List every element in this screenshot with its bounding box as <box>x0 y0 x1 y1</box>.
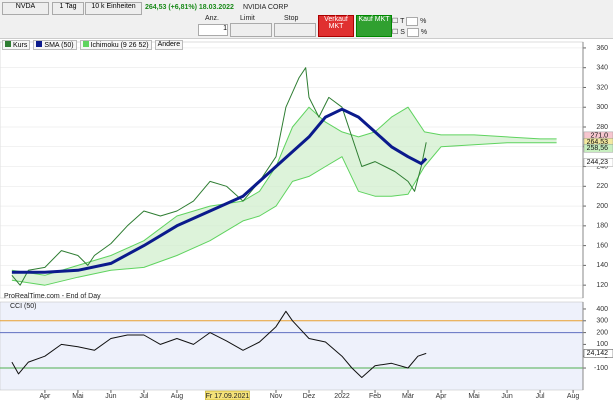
y-tick-label: 300 <box>596 104 608 111</box>
toolbar: NVDA 1 Tag 10 k Einheiten 264,53 (+6,81%… <box>0 0 613 39</box>
pct-label: % <box>420 29 428 36</box>
x-tick-label: Jun <box>105 393 116 400</box>
price-label: 271,0 <box>590 133 608 140</box>
x-tick-label: Mai <box>468 393 480 400</box>
t-option[interactable]: ☐ T % <box>392 17 427 26</box>
y-tick-label: 120 <box>596 282 608 289</box>
x-tick-label: Aug <box>171 393 184 400</box>
legend: Kurs SMA (50) Ichimoku (9 26 52) Andere <box>2 40 184 50</box>
panel-title: CCI (50) <box>10 303 36 310</box>
symbol[interactable]: NVDA <box>2 2 49 15</box>
legend-item[interactable]: Kurs <box>2 40 31 50</box>
price-label: 264,53 <box>587 139 609 146</box>
instrument-name: NVIDIA CORP <box>243 4 289 11</box>
legend-label: SMA (50) <box>44 42 74 49</box>
last-label-box <box>583 349 613 358</box>
y-tick-label: 340 <box>596 65 608 72</box>
y-tick-label: 320 <box>596 84 608 91</box>
price-label: 258,56 <box>587 145 609 152</box>
y-tick-label: 200 <box>596 203 608 210</box>
legend-swatch <box>5 41 11 47</box>
crosshair-label: Fr 17.09.2021 <box>206 393 250 400</box>
x-tick-label: Jul <box>536 393 545 400</box>
price-label-box <box>583 143 613 153</box>
y-tick-label: 400 <box>596 306 608 313</box>
y-tick-label: -100 <box>594 365 608 372</box>
ichimoku-cloud <box>11 107 557 286</box>
legend-item[interactable]: SMA (50) <box>33 40 77 50</box>
x-tick-label: Mai <box>72 393 84 400</box>
price-label: 244,23 <box>587 159 609 166</box>
legend-item[interactable]: Ichimoku (9 26 52) <box>79 40 152 50</box>
y-tick-label: 240 <box>596 163 608 170</box>
quote: 264,53 (+6,81%) 18.03.2022 <box>145 4 234 11</box>
x-tick-label: Jun <box>501 393 512 400</box>
t-label: T <box>400 18 405 25</box>
legend-label: Andere <box>157 41 181 48</box>
y-tick-label: 280 <box>596 124 608 131</box>
crosshair-box <box>205 390 250 400</box>
x-tick-label: Mär <box>402 393 415 400</box>
series-line <box>11 310 427 378</box>
y-tick-label: 100 <box>596 341 608 348</box>
series-line <box>11 107 428 274</box>
limit-label: Limit <box>240 15 255 22</box>
x-tick-label: 2022 <box>334 393 350 400</box>
footer: ProRealTime.com - End of Day <box>4 293 101 300</box>
x-tick-label: Apr <box>39 393 51 400</box>
x-tick-label: Dez <box>303 393 316 400</box>
x-tick-label: Nov <box>270 393 283 400</box>
legend-item[interactable]: Andere <box>154 40 184 50</box>
interval[interactable]: 1 Tag <box>52 2 84 15</box>
s-label: S <box>400 29 405 36</box>
y-tick-label: 200 <box>596 329 608 336</box>
price-label-box <box>583 158 613 167</box>
x-tick-label: Apr <box>436 393 448 400</box>
stop-label: Stop <box>284 15 299 22</box>
y-tick-label: 160 <box>596 242 608 249</box>
y-tick-label: 360 <box>596 45 608 52</box>
limit-button[interactable] <box>230 23 272 37</box>
y-tick-label: 180 <box>596 223 608 230</box>
y-tick-label: 300 <box>596 318 608 325</box>
y-tick-label: 220 <box>596 183 608 190</box>
legend-label: Ichimoku (9 26 52) <box>90 42 149 49</box>
x-tick-label: Feb <box>369 393 381 400</box>
s-option[interactable]: ☐ S % <box>392 28 428 37</box>
sell-button[interactable]: Verkauf MKT <box>318 15 354 37</box>
y-tick-label: 140 <box>596 262 608 269</box>
buy-button[interactable]: Kauf MKT <box>356 15 392 37</box>
series-line <box>11 142 557 286</box>
legend-label: Kurs <box>13 42 28 49</box>
units[interactable]: 10 k Einheiten <box>85 2 142 15</box>
x-tick-label: Jul <box>139 393 148 400</box>
legend-swatch <box>82 41 89 47</box>
pct-label: % <box>420 18 427 25</box>
qty-input[interactable]: 1 <box>198 24 228 36</box>
stop-button[interactable] <box>274 23 316 37</box>
qty-label: Anz. <box>205 15 220 22</box>
legend-swatch <box>36 41 43 47</box>
x-tick-label: Aug <box>567 393 580 400</box>
last-label: 24,142 <box>587 350 609 357</box>
panel-background <box>0 301 584 391</box>
